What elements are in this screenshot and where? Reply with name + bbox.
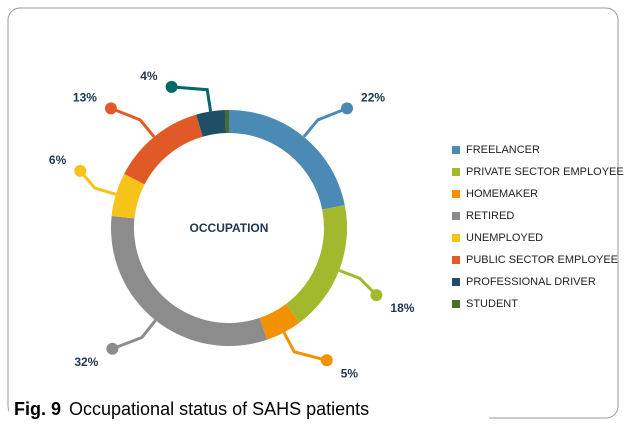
data-label: 13% (73, 91, 97, 105)
donut-segment (196, 110, 227, 137)
data-label: 4% (140, 69, 158, 83)
caption-bg (9, 396, 489, 422)
legend-label: UNEMPLOYED (466, 232, 543, 244)
legend-swatch (452, 212, 460, 220)
center-label: OCCUPATION (190, 221, 269, 235)
leader-line (282, 331, 328, 362)
legend-swatch (452, 146, 460, 154)
leader-line (302, 106, 348, 138)
legend-swatch (452, 168, 460, 176)
data-label: 6% (49, 153, 67, 167)
leader-line (338, 268, 378, 297)
donut-segment (225, 110, 229, 134)
legend-swatch (452, 190, 460, 198)
legend-label: FREELANCER (466, 144, 540, 156)
data-label: 18% (390, 301, 414, 315)
donut-segment (229, 110, 345, 210)
leader-line (110, 106, 156, 138)
data-label: 5% (341, 366, 359, 380)
leader-dot (106, 342, 119, 355)
legend-label: HOMEMAKER (466, 188, 538, 200)
caption: Fig. 9 Occupational status of SAHS patien… (14, 399, 369, 419)
legend-swatch (452, 256, 460, 264)
donut-segment (111, 216, 268, 346)
leader-dot (320, 354, 333, 367)
caption-text: Occupational status of SAHS patients (69, 399, 369, 419)
data-label: 22% (361, 91, 385, 105)
donut-segment (124, 114, 203, 185)
leader-dot (370, 289, 383, 302)
leader-line (79, 169, 117, 196)
leader-dot (341, 102, 354, 115)
donut-segment (111, 173, 145, 219)
leader-dot (74, 164, 87, 177)
legend-swatch (452, 300, 460, 308)
legend-label: RETIRED (466, 210, 514, 222)
leader-line (171, 85, 213, 112)
leader-dot (104, 102, 117, 115)
legend-label: PROFESSIONAL DRIVER (466, 276, 596, 288)
donut-segment (285, 205, 347, 323)
leader-dot (165, 80, 178, 93)
caption-label: Fig. 9 (14, 399, 61, 419)
data-label: 32% (74, 355, 98, 369)
legend-label: PUBLIC SECTOR EMPLOYEE (466, 254, 618, 266)
legend-swatch (452, 234, 460, 242)
legend-label: STUDENT (466, 298, 518, 310)
legend-swatch (452, 278, 460, 286)
leader-line (111, 319, 157, 351)
donut-segment (259, 304, 300, 340)
legend-label: PRIVATE SECTOR EMPLOYEE (466, 166, 624, 178)
